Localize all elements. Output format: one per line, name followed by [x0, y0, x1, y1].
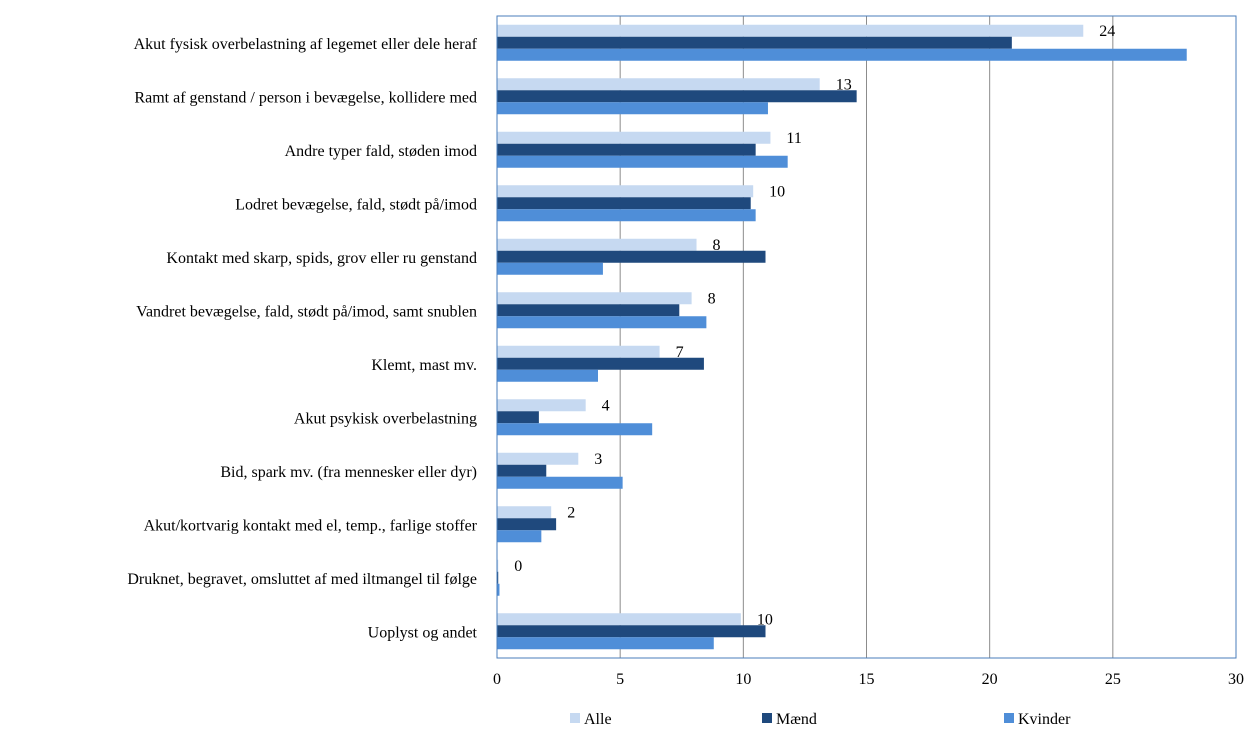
bar-mænd — [497, 304, 680, 317]
x-tick-label: 0 — [493, 671, 501, 688]
data-label: 8 — [708, 290, 716, 307]
plot-area — [496, 15, 1237, 659]
bars — [497, 24, 1187, 650]
bar-mænd — [497, 90, 857, 103]
bar-kvinder — [497, 48, 1187, 61]
x-tick-label: 5 — [616, 671, 624, 688]
bar-mænd — [497, 197, 751, 210]
data-label: 10 — [769, 183, 785, 200]
legend-swatch — [570, 713, 580, 723]
bar-alle — [497, 613, 741, 626]
bar-alle — [497, 24, 1084, 37]
data-label: 10 — [757, 611, 773, 628]
data-label: 8 — [713, 237, 721, 254]
gridlines — [619, 16, 1114, 658]
x-axis-tick-labels: 0 5 10 15 20 25 30 — [493, 671, 1244, 688]
category-label: Vandret bevægelse, fald, stødt på/imod, … — [136, 303, 477, 320]
x-tick-label: 10 — [735, 671, 751, 688]
bar-kvinder — [497, 209, 756, 222]
bar-kvinder — [497, 369, 598, 382]
bar-mænd — [497, 357, 704, 370]
bar-alle — [497, 131, 771, 144]
category-label: Kontakt med skarp, spids, grov eller ru … — [166, 250, 477, 267]
bar-kvinder — [497, 637, 714, 650]
data-label: 13 — [836, 76, 852, 93]
bar-mænd — [497, 464, 547, 477]
bar-kvinder — [497, 423, 653, 436]
bar-alle — [497, 78, 820, 91]
data-label: 24 — [1099, 23, 1115, 40]
category-label: Klemt, mast mv. — [371, 357, 477, 374]
data-label: 4 — [602, 397, 610, 414]
data-labels: 24 13 11 10 8 8 7 4 3 2 0 10 — [514, 23, 1115, 629]
data-label: 2 — [567, 504, 575, 521]
bar-kvinder — [497, 316, 707, 329]
bar-mænd — [497, 571, 499, 584]
bar-alle — [497, 559, 499, 572]
bar-alle — [497, 452, 579, 465]
bar-mænd — [497, 143, 756, 156]
bar-kvinder — [497, 262, 603, 275]
x-tick-label: 15 — [859, 671, 875, 688]
category-label: Bid, spark mv. (fra mennesker eller dyr) — [220, 464, 477, 481]
bar-mænd — [497, 411, 539, 424]
x-tick-label: 20 — [982, 671, 998, 688]
bar-mænd — [497, 250, 766, 263]
legend-swatch — [762, 713, 772, 723]
bar-alle — [497, 399, 586, 412]
category-label: Andre typer fald, støden imod — [285, 143, 477, 160]
category-label: Akut fysisk overbelastning af legemet el… — [134, 36, 478, 53]
data-label: 0 — [514, 558, 522, 575]
legend-label: Kvinder — [1018, 711, 1071, 728]
plot-border — [496, 15, 1237, 659]
bar-alle — [497, 506, 552, 519]
legend: Alle Mænd Kvinder — [570, 711, 1071, 728]
category-label: Ramt af genstand / person i bevægelse, k… — [134, 89, 477, 106]
bar-kvinder — [497, 583, 500, 596]
x-tick-label: 25 — [1105, 671, 1121, 688]
legend-label: Mænd — [776, 711, 817, 728]
bar-mænd — [497, 625, 766, 638]
bar-alle — [497, 292, 692, 305]
data-label: 7 — [676, 344, 684, 361]
bar-alle — [497, 345, 660, 358]
data-label: 3 — [594, 451, 602, 468]
bar-mænd — [497, 518, 557, 531]
data-label: 11 — [786, 130, 801, 147]
x-tick-label: 30 — [1228, 671, 1244, 688]
bar-mænd — [497, 36, 1012, 49]
bar-kvinder — [497, 476, 623, 489]
bar-alle — [497, 238, 697, 251]
category-label: Uoplyst og andet — [368, 624, 478, 641]
bar-kvinder — [497, 530, 542, 543]
legend-swatch — [1004, 713, 1014, 723]
category-label: Akut psykisk overbelastning — [294, 410, 477, 427]
category-label: Lodret bevægelse, fald, stødt på/imod — [235, 196, 477, 213]
bar-kvinder — [497, 102, 768, 115]
category-labels: Akut fysisk overbelastning af legemet el… — [127, 36, 477, 642]
bar-kvinder — [497, 155, 788, 168]
bar-alle — [497, 185, 754, 198]
legend-label: Alle — [584, 711, 612, 728]
category-label: Druknet, begravet, omsluttet af med iltm… — [127, 571, 477, 588]
category-label: Akut/kortvarig kontakt med el, temp., fa… — [144, 517, 478, 534]
